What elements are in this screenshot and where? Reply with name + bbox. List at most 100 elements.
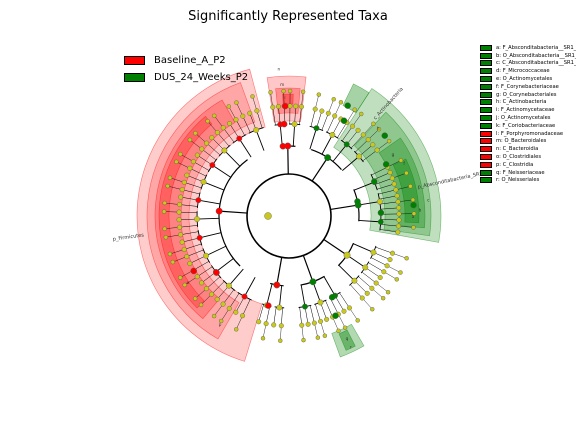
tree-branch-284 (179, 218, 198, 220)
tree-node-407 (377, 209, 385, 216)
tree-node-331 (221, 147, 228, 154)
tree-branch-165 (325, 300, 333, 318)
tree-node-137 (369, 285, 375, 291)
tree-node-398 (265, 302, 272, 309)
tree-node-47 (365, 137, 371, 143)
clade-sector-4 (266, 75, 307, 123)
tree-node-287 (176, 209, 182, 215)
tree-branch-364 (256, 110, 263, 129)
tree-node-111 (390, 250, 396, 256)
tree-node-313 (187, 165, 193, 171)
tree-node-119 (398, 270, 403, 275)
tree-node-386 (291, 121, 298, 128)
biomarker-legend-item-q: q: F_Neisseriaceae (480, 169, 576, 177)
tree-node-38 (355, 127, 361, 133)
tree-branch-13 (321, 113, 329, 131)
tree-node-0 (264, 212, 272, 220)
tree-node-270 (167, 251, 173, 257)
tree-node-143 (359, 295, 365, 301)
tree-node-55 (386, 138, 392, 144)
tree-node-185 (299, 322, 305, 328)
tree-branch-70 (392, 172, 407, 179)
tree-branch-104 (323, 238, 348, 256)
tree-branch-251 (205, 245, 227, 257)
tree-branch-312 (189, 168, 207, 177)
tree-node-224 (218, 318, 224, 324)
tree-node-113 (404, 256, 409, 261)
tree-node-328 (187, 137, 193, 143)
tree-node-148 (309, 278, 317, 286)
tree-node-51 (370, 142, 376, 148)
tree-branch-200 (266, 283, 273, 306)
biomarker-swatch-g (480, 91, 492, 98)
tree-branch-7 (310, 109, 316, 127)
tree-node-124 (381, 269, 387, 275)
tree-branch-114 (373, 252, 391, 260)
tree-node-170 (324, 316, 330, 322)
biomarker-label-j: j: O_Actinomycetales (496, 115, 551, 122)
biomarker-label-l: l: F_Porphyromonadaceae (496, 130, 564, 137)
tree-node-346 (220, 125, 226, 131)
tree-node-36 (359, 111, 364, 117)
tree-branch-96 (380, 219, 399, 221)
biomarker-swatch-q (480, 169, 492, 176)
tree-branch-358 (242, 116, 251, 133)
tree-branch-395 (301, 91, 304, 107)
tree-branch-351 (235, 119, 245, 136)
tree-branch-125 (383, 271, 397, 280)
tree-node-337 (209, 135, 215, 141)
biomarker-swatch-c (480, 60, 492, 67)
tree-node-109 (370, 249, 377, 256)
tree-node-106 (343, 251, 351, 259)
biomarker-legend-item-b: b: O_Absconditabacteria__SR1_ (480, 52, 576, 60)
tree-branch-349 (229, 123, 240, 139)
tree-branch-20 (326, 115, 335, 133)
tree-branch-162 (312, 281, 321, 303)
tree-node-320 (190, 159, 196, 165)
tree-branch-175 (300, 284, 306, 307)
biomarker-label-b: b: O_Absconditabacteria__SR1_ (496, 52, 576, 59)
tree-branch-336 (211, 137, 225, 151)
tree-branch-43 (342, 156, 360, 171)
biomarker-swatch-d (480, 68, 492, 75)
biomarker-label-r: r: O_Neisseriales (496, 177, 540, 184)
tree-branch-353 (228, 106, 237, 120)
tree-node-274 (178, 232, 184, 238)
tree-branch-297 (180, 196, 199, 201)
tree-branch-323 (197, 154, 213, 166)
clade-key-c: c (427, 197, 430, 202)
tree-branch-149 (323, 276, 336, 296)
tree-node-410 (328, 294, 336, 301)
tree-branch-316 (212, 164, 231, 178)
tree-node-318 (209, 162, 216, 169)
tree-branch-83 (380, 201, 399, 205)
tree-branch-56 (330, 204, 359, 211)
tree-node-341 (205, 118, 210, 124)
tree-node-285 (176, 217, 182, 223)
tree-node-34 (350, 123, 356, 129)
tree-branch-171 (315, 304, 321, 322)
tree-node-69 (389, 175, 395, 181)
tree-node-250 (182, 282, 187, 288)
tree-node-352 (233, 117, 239, 123)
tree-node-296 (162, 200, 167, 206)
tree-branch-299 (182, 189, 200, 195)
clade-key-m: m (280, 82, 284, 87)
tree-node-383 (281, 88, 286, 94)
tree-node-220 (233, 309, 239, 315)
tree-node-396 (300, 89, 306, 95)
tree-node-248 (194, 274, 200, 280)
clade-shading-layer (136, 68, 442, 362)
tree-branch-110 (375, 246, 393, 254)
biomarker-legend-item-h: h: C_Actinobacteria (480, 99, 576, 107)
tree-branch-232 (217, 285, 230, 300)
tree-node-211 (215, 207, 223, 215)
tree-node-141 (364, 290, 370, 296)
tree-branch-280 (179, 225, 198, 228)
tree-branch-62 (371, 166, 388, 176)
tree-node-214 (241, 293, 248, 300)
tree-node-400 (190, 267, 197, 275)
tree-node-302 (165, 183, 170, 189)
tree-node-227 (226, 282, 232, 289)
tree-node-93 (396, 211, 402, 217)
